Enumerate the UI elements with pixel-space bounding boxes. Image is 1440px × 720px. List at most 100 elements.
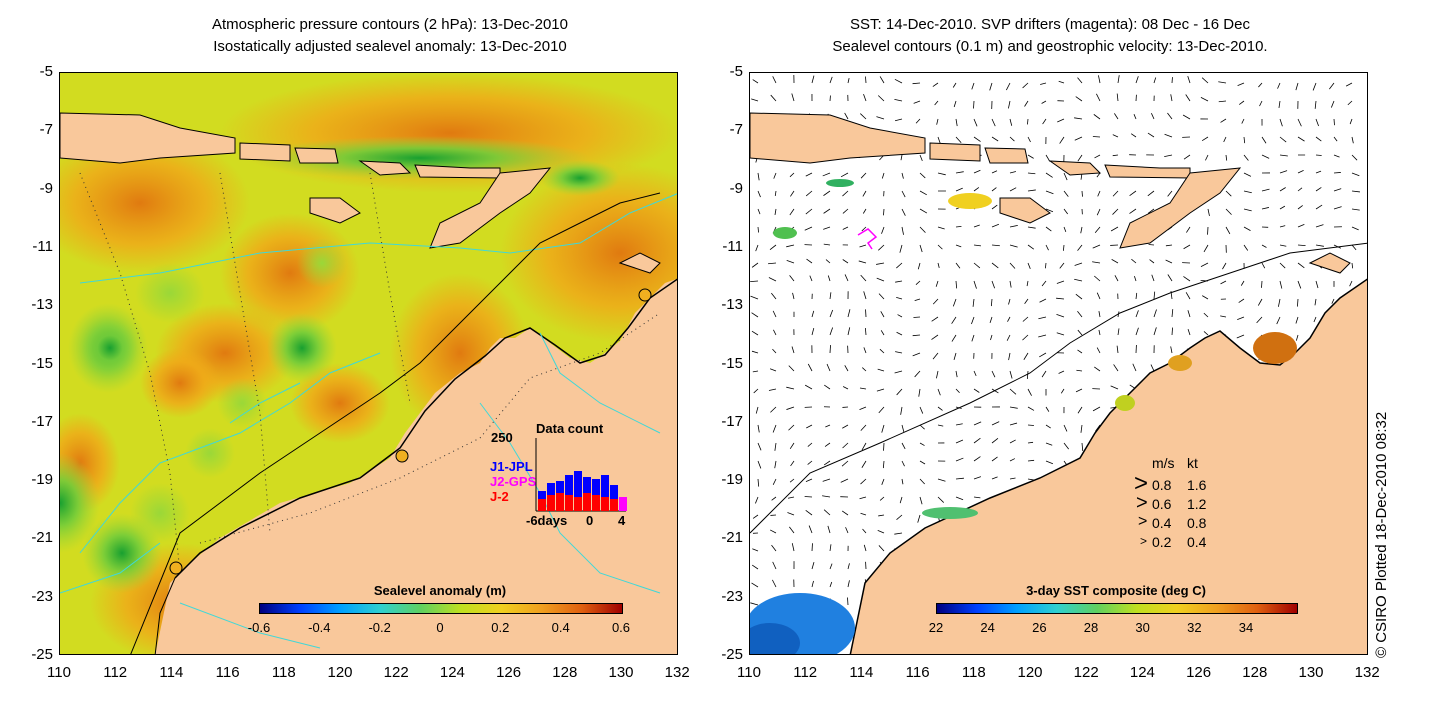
colorbar-tick-label: 32 (1187, 620, 1202, 635)
velocity-arrow (973, 476, 982, 480)
velocity-arrow (1236, 334, 1245, 339)
velocity-arrow (955, 496, 964, 501)
velocity-arrow (917, 262, 921, 270)
inset-xtick-start: -6days (526, 513, 568, 528)
velocity-arrow (973, 118, 978, 127)
velocity-arrow (1135, 292, 1138, 300)
velocity-arrow (895, 280, 903, 283)
velocity-arrow (769, 529, 777, 534)
velocity-arrow (937, 406, 943, 411)
velocity-arrow (791, 543, 795, 552)
velocity-arrow (990, 334, 993, 341)
velocity-arrow (1057, 118, 1065, 123)
velocity-arrow (1129, 208, 1137, 214)
velocity-arrow (807, 363, 813, 372)
velocity-arrow (829, 327, 834, 336)
velocity-arrow (955, 118, 958, 127)
inset-bar-blue (574, 471, 582, 511)
velocity-arrow (1315, 280, 1319, 289)
speed-ms-value: 0.4 (1152, 515, 1172, 531)
inset-bar-blue (565, 475, 573, 511)
velocity-arrow (1129, 190, 1137, 197)
velocity-arrow (894, 532, 903, 535)
velocity-arrow (822, 478, 831, 482)
velocity-arrow (1153, 77, 1157, 84)
velocity-arrow (757, 208, 761, 215)
velocity-arrow (1153, 327, 1157, 336)
velocity-arrow (863, 544, 867, 552)
velocity-arrow (919, 496, 923, 505)
velocity-arrow (1096, 208, 1101, 216)
velocity-arrow (1074, 278, 1083, 282)
velocity-arrow (1080, 424, 1083, 433)
velocity-arrow (1279, 187, 1286, 192)
right-panel-title: SST: 14-Dec-2010. SVP drifters (magenta)… (700, 14, 1400, 58)
velocity-arrow (1331, 298, 1335, 304)
inset-series-j3: J-2 (490, 489, 509, 504)
velocity-arrow (1096, 93, 1101, 102)
velocity-arrow (841, 460, 849, 467)
velocity-arrow (1256, 316, 1263, 324)
sealevel-anomaly-map-graphic (60, 73, 677, 654)
velocity-arrow (842, 226, 849, 230)
velocity-arrow (823, 243, 831, 246)
velocity-arrow (973, 136, 981, 142)
inset-bar-red (583, 493, 591, 511)
velocity-arrow (991, 187, 997, 192)
velocity-arrow (1009, 262, 1016, 269)
velocity-arrow (937, 172, 946, 176)
velocity-arrow (1203, 331, 1209, 336)
velocity-arrow (1225, 226, 1231, 235)
velocity-arrow (991, 244, 1000, 247)
velocity-arrow (896, 262, 903, 269)
velocity-arrow (1295, 334, 1299, 341)
velocity-arrow (1182, 114, 1191, 120)
velocity-arrow (1314, 100, 1317, 109)
velocity-arrow (790, 190, 795, 197)
velocity-arrow (937, 496, 945, 503)
velocity-arrow (915, 118, 921, 124)
velocity-arrow (913, 100, 921, 104)
velocity-arrow (1315, 118, 1319, 127)
velocity-arrow (973, 262, 981, 269)
speed-ms-value: 0.8 (1152, 477, 1172, 493)
velocity-arrow (914, 370, 921, 378)
velocity-arrow (901, 190, 906, 198)
x-tick-label: 110 (737, 664, 761, 681)
velocity-arrow (1259, 100, 1263, 107)
velocity-arrow (825, 424, 831, 428)
velocity-arrow (847, 78, 850, 84)
velocity-arrow (919, 478, 925, 485)
velocity-arrow (919, 190, 927, 196)
velocity-arrow (792, 292, 795, 300)
velocity-arrow (1261, 136, 1267, 144)
velocity-arrow (861, 442, 867, 451)
velocity-arrow (937, 136, 941, 144)
velocity-arrow (1238, 298, 1245, 303)
velocity-arrow (805, 509, 813, 516)
x-tick-label: 116 (905, 664, 930, 681)
velocity-arrow (757, 460, 762, 469)
velocity-arrow (1110, 226, 1119, 232)
velocity-arrow (1205, 154, 1209, 161)
velocity-arrow (791, 93, 795, 102)
x-tick-label: 118 (961, 664, 986, 681)
velocity-arrow (1027, 406, 1035, 411)
velocity-arrow (1186, 226, 1191, 233)
velocity-arrow (1098, 311, 1101, 318)
x-tick-label: 130 (1298, 664, 1324, 681)
velocity-arrow (1045, 244, 1049, 251)
velocity-arrow (1097, 190, 1101, 197)
velocity-arrow (932, 82, 939, 87)
velocity-arrow (1149, 259, 1155, 264)
velocity-arrow (1314, 298, 1317, 306)
velocity-arrow (844, 365, 849, 372)
velocity-arrow (1200, 262, 1209, 267)
velocity-arrow (861, 226, 867, 232)
velocity-arrow (918, 388, 921, 397)
velocity-arrow (1258, 82, 1263, 88)
velocity-arrow (823, 190, 831, 196)
velocity-arrow (773, 329, 777, 336)
velocity-arrow (896, 514, 903, 521)
velocity-arrow (1333, 188, 1342, 192)
